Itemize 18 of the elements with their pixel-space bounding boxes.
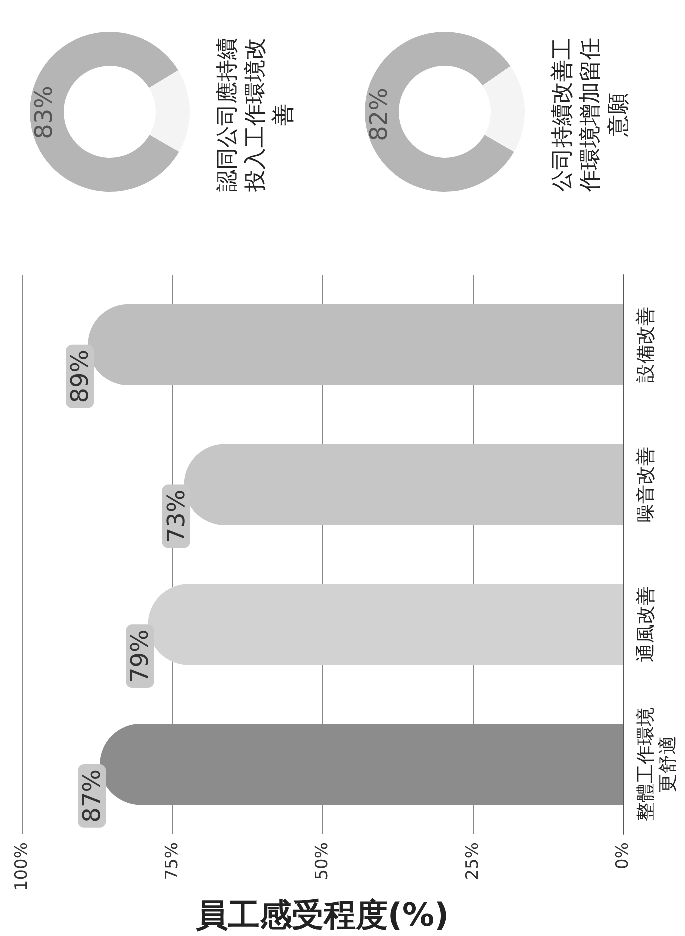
- text: 認同公司應持續投入工作環境改善: [214, 38, 296, 193]
- x-tick-label: 100%: [12, 842, 32, 892]
- data-label: 82%: [365, 88, 394, 142]
- x-tick-label: 25%: [462, 842, 483, 880]
- y-tick-label: 噪音改善: [635, 446, 657, 523]
- data-label: 83%: [30, 86, 58, 140]
- data-label: 73%: [162, 490, 190, 544]
- x-tick-label: 75%: [162, 842, 182, 880]
- data-label: 89%: [66, 350, 94, 404]
- text: 公司持續改善工作環境增加留任意願: [550, 38, 630, 193]
- y-tick-label: 通風改善: [635, 586, 657, 663]
- x-tick-label: 50%: [312, 842, 332, 880]
- y-tick-label: 整體工作環境更舒適: [635, 708, 679, 822]
- data-label: 79%: [126, 630, 154, 684]
- x-axis-title: 員工感受程度(%): [196, 896, 450, 934]
- x-tick-label: 0%: [613, 842, 633, 870]
- y-tick-label: 設備改善: [635, 306, 657, 383]
- data-label: 87%: [78, 770, 106, 823]
